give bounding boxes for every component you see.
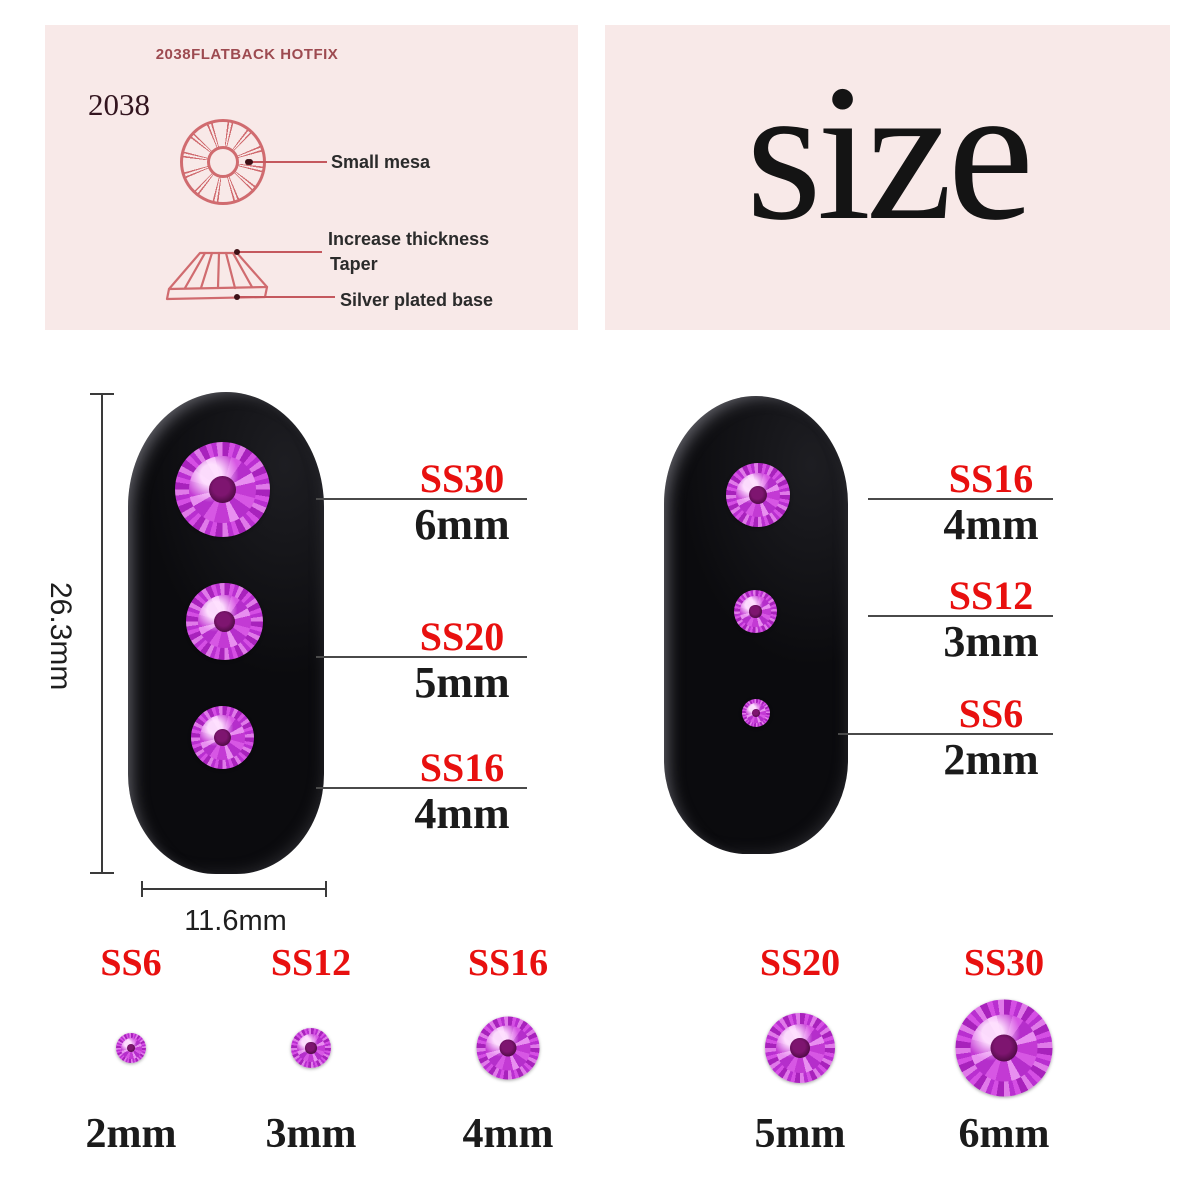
width-measure-left-tick xyxy=(141,881,143,897)
rhinestone-ss12 xyxy=(291,1028,331,1068)
callout-size: 3mm xyxy=(943,617,1039,666)
rhinestone-ss16 xyxy=(191,706,254,769)
callout-rule xyxy=(838,733,1053,735)
height-measure-line xyxy=(101,394,103,874)
height-measure-top-tick xyxy=(90,393,114,395)
callout-code: SS16 xyxy=(419,745,505,790)
size-code: SS6 xyxy=(100,942,162,984)
rhinestone-ss16 xyxy=(476,1016,540,1080)
spec-title: 2038FLATBACK HOTFIX xyxy=(155,46,339,63)
size-title: size xyxy=(745,45,1034,261)
taper-label: Taper xyxy=(330,254,378,274)
size-item-ss16: SS16 4mm xyxy=(428,944,588,1169)
width-measure-line xyxy=(142,888,327,890)
callout-size: 2mm xyxy=(943,735,1039,784)
callout-rule xyxy=(316,787,527,789)
size-mm: 6mm xyxy=(958,1111,1050,1157)
callout-size: 5mm xyxy=(414,658,510,707)
increase-thickness-label: Increase thickness xyxy=(328,229,490,249)
size-item-ss30: SS30 6mm xyxy=(924,944,1084,1169)
base-leader-line xyxy=(234,294,335,300)
callout-code: SS20 xyxy=(419,614,505,659)
callout-size: 4mm xyxy=(414,789,510,838)
model-number: 2038 xyxy=(88,87,150,122)
rhinestone-ss12 xyxy=(734,590,777,633)
callout-rule xyxy=(868,498,1053,500)
size-mm: 2mm xyxy=(85,1111,177,1157)
callout-rule xyxy=(868,615,1053,617)
callout-code: SS30 xyxy=(419,456,505,501)
thickness-leader-line xyxy=(234,249,322,255)
silver-base-label: Silver plated base xyxy=(340,290,494,310)
size-item-ss12: SS12 3mm xyxy=(231,944,391,1169)
width-measure-right-tick xyxy=(325,881,327,897)
callout-code: SS12 xyxy=(948,573,1034,618)
small-mesa-label: Small mesa xyxy=(331,152,431,172)
spec-box: 2038FLATBACK HOTFIX 2038 Small mesa Incr… xyxy=(45,25,578,330)
size-box: size xyxy=(605,25,1170,330)
rhinestone-ss30 xyxy=(955,999,1053,1097)
size-item-ss6: SS6 2mm xyxy=(51,944,211,1169)
rhinestone-ss6 xyxy=(116,1033,146,1063)
rhinestone-ss20 xyxy=(186,583,263,660)
height-measure-label: 26.3mm xyxy=(44,582,77,691)
size-mm: 3mm xyxy=(265,1111,357,1157)
side-view-diagram xyxy=(165,251,269,301)
size-item-ss20: SS20 5mm xyxy=(720,944,880,1169)
callout-rule xyxy=(316,498,527,500)
size-code: SS30 xyxy=(963,942,1045,984)
size-code: SS16 xyxy=(467,942,549,984)
width-measure-label: 11.6mm xyxy=(184,905,287,937)
callout-rule xyxy=(316,656,527,658)
callout-code: SS16 xyxy=(948,456,1034,501)
height-measure-bottom-tick xyxy=(90,872,114,874)
rhinestone-ss30 xyxy=(175,442,270,537)
small-mesa-leader-line xyxy=(247,159,327,165)
rhinestone-ss20 xyxy=(765,1013,835,1083)
size-mm: 4mm xyxy=(462,1111,554,1157)
callout-code: SS6 xyxy=(958,691,1024,736)
rhinestone-ss16 xyxy=(726,463,790,527)
size-code: SS12 xyxy=(270,942,352,984)
callout-size: 4mm xyxy=(943,500,1039,549)
size-mm: 5mm xyxy=(754,1111,846,1157)
callout-size: 6mm xyxy=(414,500,510,549)
size-code: SS20 xyxy=(759,942,841,984)
rhinestone-ss6 xyxy=(742,699,770,727)
